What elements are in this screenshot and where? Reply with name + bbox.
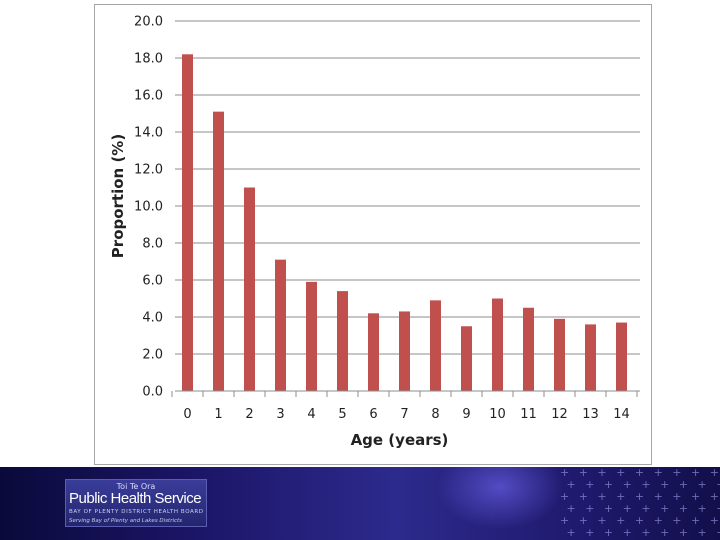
x-tick-label: 13 <box>582 407 599 422</box>
bar <box>275 259 286 391</box>
bar <box>213 111 224 392</box>
x-axis-ticks: 0 1 2 3 4 5 6 7 8 9 10 11 12 13 14 <box>183 407 629 422</box>
x-tick-label: 1 <box>214 407 222 422</box>
x-tick-label: 11 <box>520 407 537 422</box>
y-axis-title: Proportion (%) <box>109 134 127 258</box>
y-tick-label: 8.0 <box>142 237 163 252</box>
bar <box>399 311 410 391</box>
bar <box>244 187 255 391</box>
bar-chart: 0.0 2.0 4.0 6.0 8.0 10.0 12.0 14.0 16.0 18.0 2 0.0 … <box>109 15 640 449</box>
y-tick-label: 2.0 <box>142 348 163 363</box>
x-tick-label: 9 <box>462 407 470 422</box>
y-tick-label: 0.0 <box>142 385 163 400</box>
footer-banner: + + + + + + + + + + + + + + + + + + + + … <box>0 467 720 540</box>
x-axis <box>171 390 640 397</box>
bar <box>492 298 503 391</box>
bar <box>461 326 472 391</box>
bar <box>554 318 565 391</box>
bar <box>523 307 534 391</box>
x-tick-label: 6 <box>369 407 377 422</box>
logo-top-text: Toi Te Ora <box>116 482 156 491</box>
y-tick-label: 20.0 <box>134 15 163 30</box>
x-tick-label: 3 <box>276 407 284 422</box>
public-health-logo: Toi Te Ora Public Health Service BAY OF … <box>65 479 207 527</box>
bar <box>430 300 441 391</box>
y-tick-label: 6.0 <box>142 274 163 289</box>
y-tick-label: 14.0 <box>134 126 163 141</box>
decorative-plus-pattern: + + + + + + + + + + + + + + + + + + + + … <box>560 467 720 540</box>
bar <box>368 313 379 391</box>
bar <box>182 54 193 392</box>
bar <box>616 322 627 391</box>
x-tick-label: 7 <box>400 407 408 422</box>
x-tick-label: 14 <box>613 407 630 422</box>
x-tick-label: 0 <box>183 407 191 422</box>
x-tick-label: 12 <box>551 407 568 422</box>
y-tick-label: 18.0 <box>134 52 163 67</box>
logo-subtitle: BAY OF PLENTY DISTRICT HEALTH BOARD <box>69 509 204 515</box>
x-tick-label: 5 <box>338 407 346 422</box>
bar <box>337 291 348 391</box>
y-tick-label: 12.0 <box>134 163 163 178</box>
x-axis-title: Age (years) <box>351 431 449 449</box>
y-tick-label: 10.0 <box>134 200 163 215</box>
y-tick-label: 4.0 <box>142 311 163 326</box>
bar <box>306 281 317 391</box>
y-tick-label: 16.0 <box>134 89 163 104</box>
logo-main-text: Public Health Service <box>69 490 202 507</box>
x-tick-label: 2 <box>245 407 253 422</box>
bars <box>182 54 627 392</box>
y-axis-ticks: 0.0 2.0 4.0 6.0 8.0 10.0 12.0 14.0 16.0 18.0 20.0 <box>134 15 163 400</box>
x-tick-label: 4 <box>307 407 315 422</box>
bar <box>585 324 596 391</box>
x-tick-label: 8 <box>431 407 439 422</box>
x-tick-label: 10 <box>489 407 506 422</box>
chart-frame: 0.0 2.0 4.0 6.0 8.0 10.0 12.0 14.0 16.0 18.0 2 0.0 … <box>94 4 652 465</box>
logo-tagline: Serving Bay of Plenty and Lakes District… <box>69 518 183 524</box>
